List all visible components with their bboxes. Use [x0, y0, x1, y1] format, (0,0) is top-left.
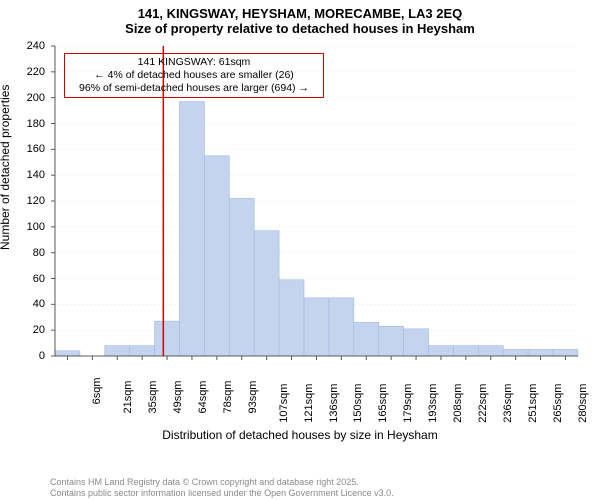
x-tick-label: 6sqm — [91, 377, 103, 404]
x-tick-label: 179sqm — [402, 384, 414, 423]
x-tick-label: 136sqm — [328, 384, 340, 423]
chart-container: Number of detached properties 0 20 40 60 80 1… — [0, 40, 600, 460]
y-tick-label: 140 — [27, 169, 45, 181]
y-tick-label: 0 — [39, 350, 45, 362]
chart-title-block: 141, KINGSWAY, HEYSHAM, MORECAMBE, LA3 2… — [0, 0, 600, 36]
annotation-line-2: ← 4% of detached houses are smaller (26) — [71, 69, 317, 82]
annotation-line-1: 141 KINGSWAY: 61sqm — [71, 56, 317, 69]
x-tick-label: 49sqm — [172, 381, 184, 414]
x-tick-label: 280sqm — [577, 384, 589, 423]
footer-attribution: Contains HM Land Registry data © Crown c… — [50, 477, 394, 498]
annotation-line-3: 96% of semi-detached houses are larger (… — [71, 82, 317, 95]
y-tick-label: 60 — [33, 273, 45, 285]
x-tick-label: 35sqm — [147, 381, 159, 414]
x-tick-label: 193sqm — [427, 384, 439, 423]
x-tick-label: 121sqm — [303, 384, 315, 423]
x-tick-label: 208sqm — [452, 384, 464, 423]
x-tick-label: 165sqm — [377, 384, 389, 423]
x-tick-label: 150sqm — [353, 384, 365, 423]
footer-line-1: Contains HM Land Registry data © Crown c… — [50, 477, 394, 487]
title-line-2: Size of property relative to detached ho… — [0, 21, 600, 36]
y-tick-label: 40 — [33, 298, 45, 310]
y-tick-label: 180 — [27, 118, 45, 130]
x-tick-label: 236sqm — [502, 384, 514, 423]
x-tick-label: 78sqm — [222, 381, 234, 414]
y-tick-label: 160 — [27, 143, 45, 155]
x-tick-label: 64sqm — [197, 381, 209, 414]
x-axis-label: Distribution of detached houses by size … — [0, 428, 600, 442]
title-line-1: 141, KINGSWAY, HEYSHAM, MORECAMBE, LA3 2… — [0, 6, 600, 21]
y-tick-label: 120 — [27, 195, 45, 207]
y-tick-label: 100 — [27, 221, 45, 233]
x-tick-label: 93sqm — [247, 381, 259, 414]
annotation-callout: 141 KINGSWAY: 61sqm ← 4% of detached hou… — [64, 53, 324, 98]
x-tick-label: 251sqm — [527, 384, 539, 423]
x-tick-label: 222sqm — [477, 384, 489, 423]
y-tick-label: 200 — [27, 92, 45, 104]
y-tick-label: 220 — [27, 66, 45, 78]
y-tick-label: 240 — [27, 40, 45, 52]
x-tick-label: 21sqm — [122, 381, 134, 414]
y-tick-label: 80 — [33, 247, 45, 259]
x-tick-label: 107sqm — [278, 384, 290, 423]
y-axis-label: Number of detached properties — [0, 85, 12, 250]
y-tick-label: 20 — [33, 324, 45, 336]
footer-line-2: Contains public sector information licen… — [50, 488, 394, 498]
x-tick-label: 265sqm — [552, 384, 564, 423]
